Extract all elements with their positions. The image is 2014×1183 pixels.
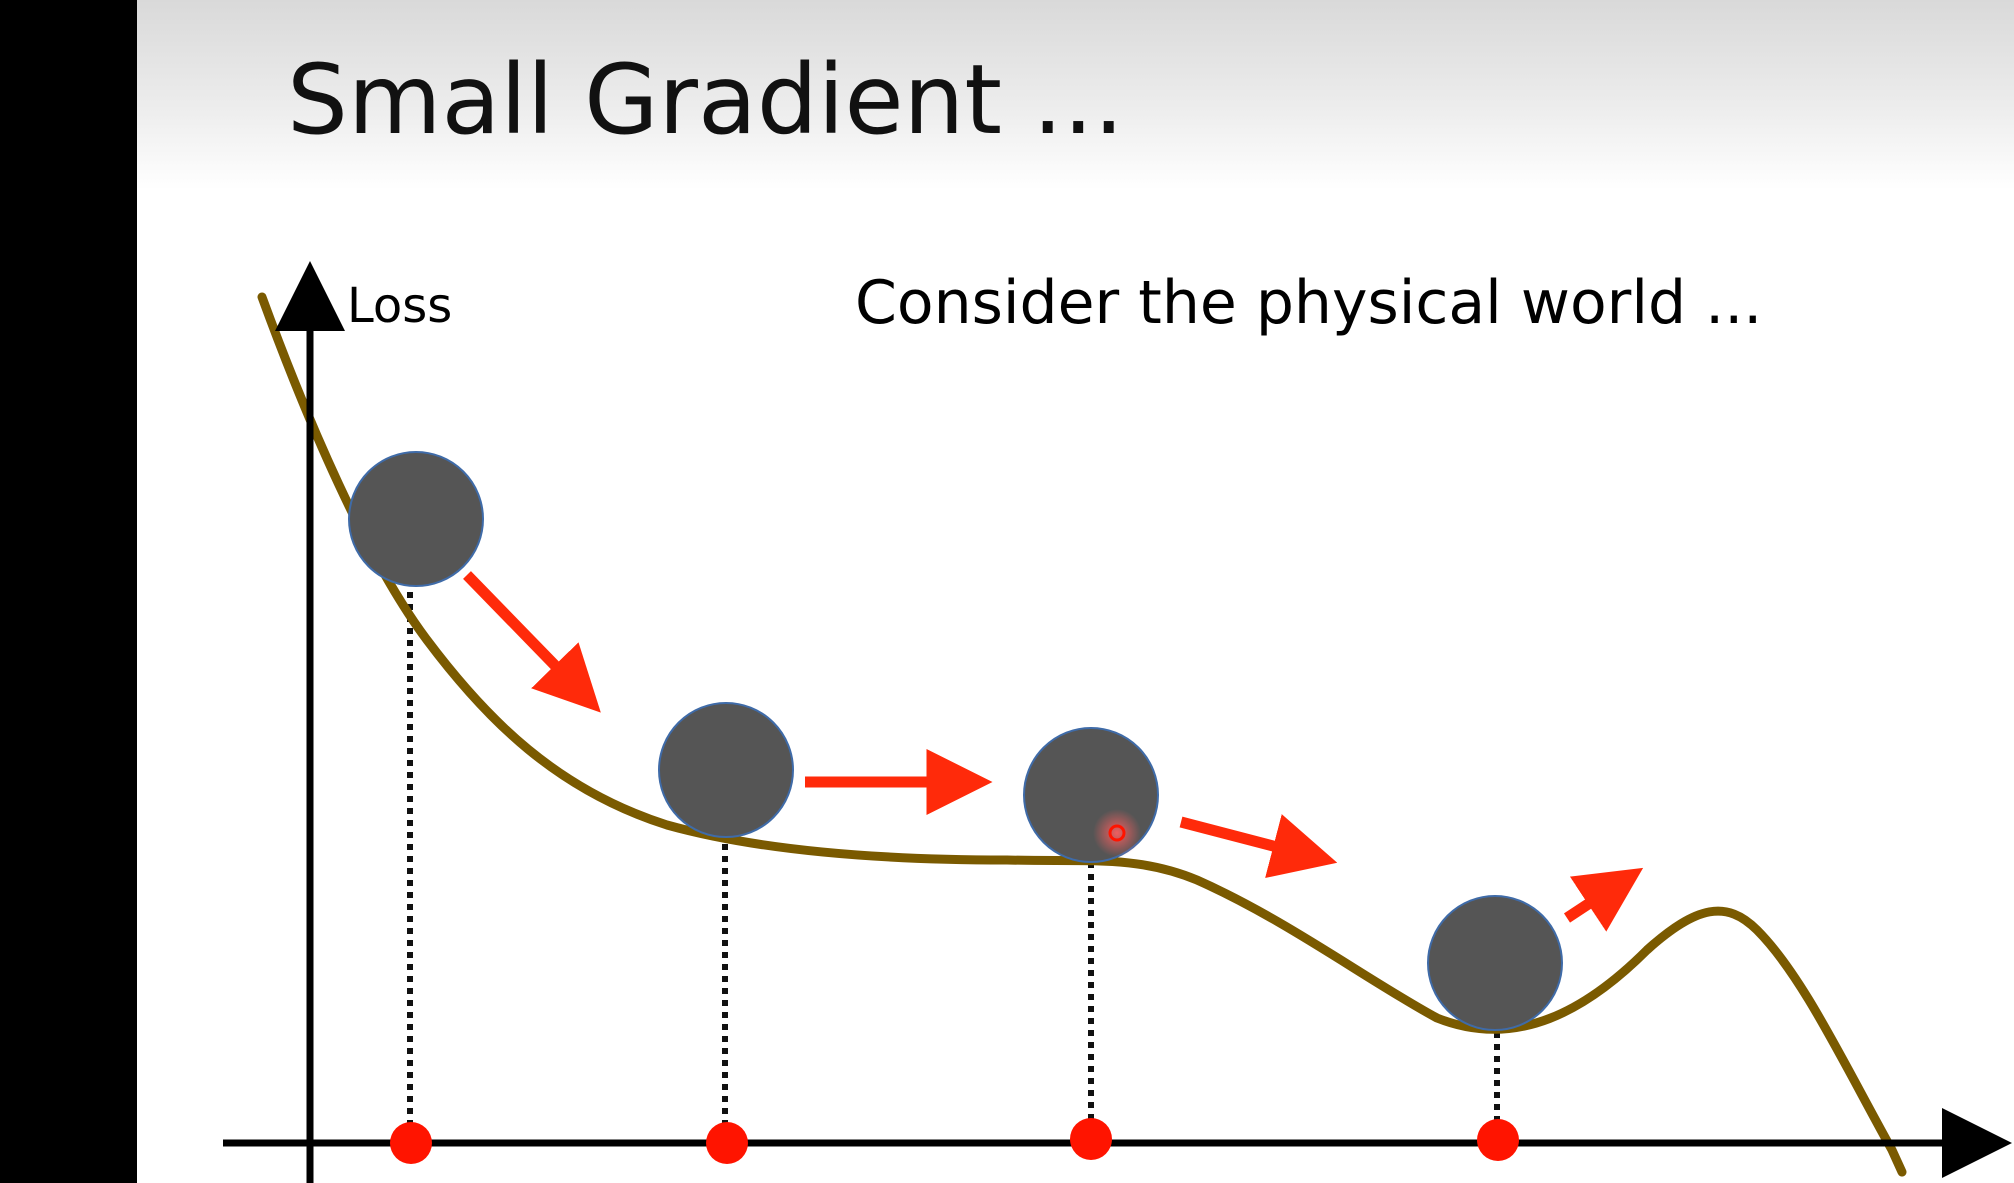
arrow-3 <box>1179 814 1338 879</box>
motion-arrows <box>463 571 1644 932</box>
ball-1 <box>348 451 484 587</box>
loss-curve <box>257 292 1907 1177</box>
cursor-highlight <box>1093 809 1141 857</box>
arrow-4 <box>1563 867 1644 932</box>
drop-lines <box>407 580 1500 1130</box>
loss-landscape-diagram <box>223 261 2012 1183</box>
marker-4 <box>1477 1119 1519 1161</box>
y-axis-label: Loss <box>347 278 453 334</box>
arrow-1 <box>463 571 601 713</box>
title-band <box>137 0 2014 190</box>
slide: Small Gradient ... <box>137 0 2014 1183</box>
ball-2 <box>658 702 794 838</box>
left-black-bar <box>0 0 137 1183</box>
slide-title: Small Gradient ... <box>287 44 1125 156</box>
x-axis-markers <box>390 1118 1519 1164</box>
subtitle: Consider the physical world ... <box>855 268 1763 338</box>
marker-3 <box>1070 1118 1112 1160</box>
balls <box>348 451 1563 1031</box>
marker-1 <box>390 1122 432 1164</box>
ball-4 <box>1427 895 1563 1031</box>
marker-2 <box>706 1122 748 1164</box>
